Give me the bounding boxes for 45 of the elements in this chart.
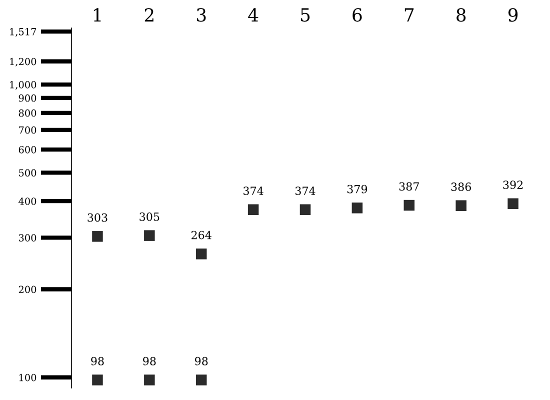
- data-label: 374: [244, 186, 264, 195]
- data-label: 392: [503, 180, 523, 190]
- y-tick-label: 1,200: [10, 58, 36, 66]
- point: [92, 231, 103, 242]
- point: [144, 230, 155, 241]
- data-label: 379: [347, 184, 368, 194]
- point: [508, 198, 518, 210]
- data-label: 264: [192, 230, 212, 240]
- x-tick-label: 1: [94, 8, 101, 22]
- x-tick-label: 8: [456, 8, 466, 22]
- x-tick-label: 9: [508, 8, 518, 22]
- y-tick-label: 300: [18, 234, 36, 242]
- point: [456, 200, 466, 211]
- point: [144, 374, 155, 386]
- y-tick-label: 1,000: [10, 81, 36, 90]
- y-tick-label: 200: [18, 286, 36, 294]
- y-tick-label: 600: [18, 146, 36, 154]
- point: [248, 204, 259, 216]
- x-tick-label: 4: [248, 8, 258, 22]
- data-label: 386: [451, 182, 471, 191]
- data-label: 98: [91, 356, 104, 366]
- y-tick-label: 500: [19, 169, 36, 177]
- point: [404, 200, 415, 211]
- x-tick-label: 5: [301, 8, 310, 22]
- data-label: 98: [194, 356, 208, 366]
- y-tick-label: 100: [19, 374, 36, 382]
- point: [196, 248, 207, 260]
- point: [196, 374, 207, 386]
- y-tick-label: 800: [18, 109, 36, 117]
- x-tick-label: 2: [144, 8, 154, 22]
- x-tick-label: 7: [404, 8, 414, 22]
- point: [300, 204, 311, 216]
- data-label: 303: [88, 213, 108, 222]
- data-label: 305: [140, 212, 160, 221]
- y-tick-label: 400: [18, 198, 36, 205]
- y-tick-label: 900: [18, 94, 36, 102]
- data-label: 374: [295, 186, 316, 195]
- y-tick-label: 700: [19, 126, 36, 134]
- data-label: 98: [143, 356, 156, 366]
- point: [92, 374, 103, 386]
- data-label: 387: [399, 182, 419, 191]
- y-tick-label: 1,517: [10, 28, 36, 37]
- x-tick-label: 3: [196, 8, 206, 22]
- point: [352, 202, 363, 214]
- x-tick-label: 6: [352, 8, 362, 22]
